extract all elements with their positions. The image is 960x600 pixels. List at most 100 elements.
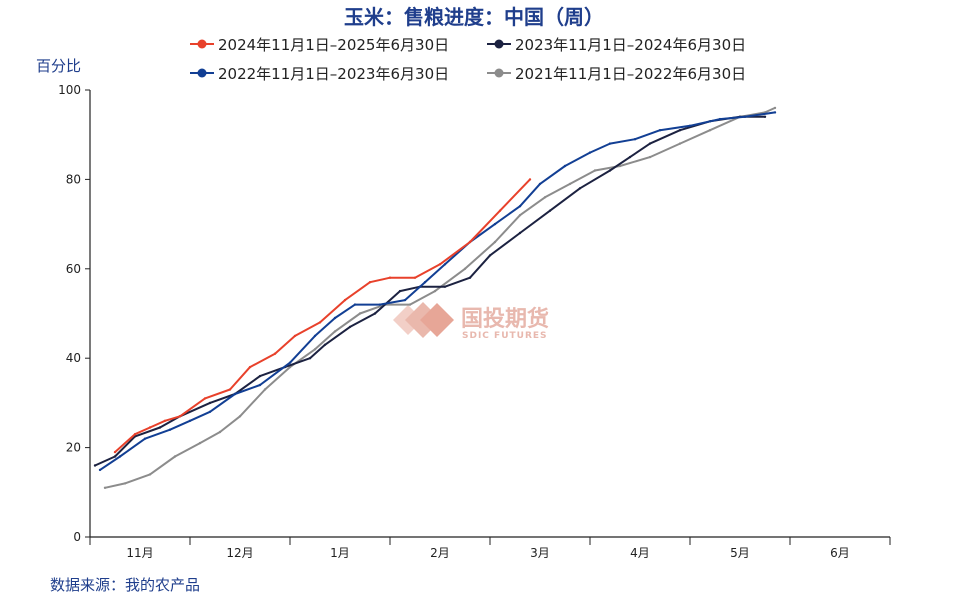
- series-0-point: [203, 397, 207, 400]
- series-1-point: [548, 209, 552, 212]
- y-tick-label: 40: [66, 351, 81, 365]
- series-line-1: [94, 115, 766, 467]
- legend-label-0: 2024年11月1日–2025年6月30日: [218, 36, 449, 54]
- series-1-point: [578, 187, 582, 190]
- series-3-point: [648, 155, 652, 159]
- series-3-point: [263, 388, 267, 391]
- series-3-point: [333, 330, 337, 333]
- series-1-point: [443, 285, 447, 288]
- series-0-point: [178, 415, 182, 418]
- series-2-point: [233, 392, 237, 396]
- series-0-point: [388, 276, 392, 279]
- series-0-point: [498, 209, 502, 212]
- series-2-point: [313, 334, 317, 338]
- series-0-point: [228, 388, 232, 391]
- series-1-point: [158, 426, 162, 429]
- legend: 2024年11月1日–2025年6月30日 2023年11月1日–2024年6月…: [190, 36, 746, 83]
- legend-marker-1: [494, 39, 504, 49]
- series-3-point: [408, 303, 412, 306]
- source-note: 数据来源：我的农产品: [50, 576, 200, 594]
- series-0-point: [343, 298, 347, 302]
- series-1-point: [113, 455, 117, 458]
- x-tick-label: 6月: [830, 546, 850, 560]
- legend-marker-0: [197, 39, 207, 49]
- legend-marker-2: [197, 68, 207, 78]
- series-0-point: [293, 334, 297, 338]
- series-1-point: [323, 343, 327, 346]
- series-0-point: [318, 321, 322, 324]
- series-3-point: [198, 441, 202, 445]
- series-2-point: [98, 468, 102, 472]
- series-0-point: [413, 276, 417, 279]
- series-1-point: [648, 142, 652, 145]
- series-1-point: [208, 401, 212, 405]
- series-2-point: [353, 303, 357, 306]
- series-3-point: [543, 196, 547, 199]
- series-2-point: [688, 124, 692, 128]
- series-0-point: [468, 240, 472, 244]
- series-1-point: [468, 276, 472, 279]
- y-axis-label: 百分比: [36, 57, 81, 75]
- series-3-point: [103, 486, 107, 489]
- series-2-point: [288, 361, 292, 364]
- watermark-logo-icon: [393, 302, 454, 338]
- series-2-point: [773, 111, 777, 114]
- series-2-point: [168, 428, 172, 431]
- series-2-point: [563, 164, 567, 168]
- series-2-point: [493, 222, 497, 226]
- series-2-point: [518, 205, 522, 208]
- series-3-point: [518, 214, 522, 217]
- series-0-point: [133, 433, 137, 436]
- series-1-point: [373, 312, 377, 315]
- watermark-sub: SDIC FUTURES: [462, 331, 548, 341]
- series-3-point: [123, 482, 127, 485]
- series-1-point: [308, 357, 312, 360]
- series-2-point: [588, 151, 592, 154]
- series-line-2: [99, 111, 776, 471]
- series-2-point: [403, 298, 407, 302]
- watermark-name: 国投期货: [461, 306, 549, 332]
- series-3-point: [708, 129, 712, 132]
- series-3-point: [433, 289, 437, 293]
- series-2-point: [208, 410, 212, 413]
- series-3-point: [493, 240, 497, 244]
- series-3-point: [568, 182, 572, 186]
- watermark: 国投期货 SDIC FUTURES: [393, 302, 549, 341]
- legend-marker-3: [494, 68, 504, 78]
- legend-item-3: 2021年11月1日–2022年6月30日: [487, 65, 746, 83]
- series-3-point: [313, 348, 317, 351]
- series-0-point: [248, 365, 252, 369]
- series-1-point: [398, 289, 402, 293]
- series-3-point: [148, 473, 152, 476]
- series-3-point: [218, 430, 222, 434]
- series-2-point: [718, 117, 722, 121]
- series-1-point: [608, 169, 612, 172]
- series-0-point: [163, 419, 167, 422]
- series-layer: [93, 106, 777, 489]
- series-0-point: [368, 281, 372, 284]
- series-1-point: [488, 254, 492, 257]
- series-0-point: [148, 426, 152, 429]
- series-2-point: [118, 455, 122, 458]
- legend-label-3: 2021年11月1日–2022年6月30日: [515, 65, 746, 83]
- series-3-point: [678, 142, 682, 145]
- series-2-point: [658, 129, 662, 132]
- series-2-point: [333, 316, 337, 320]
- y-tick-label: 60: [66, 262, 81, 276]
- chart-title: 玉米：售粮进度：中国（周）: [344, 5, 604, 29]
- series-1-point: [348, 325, 352, 329]
- axes: 0 20 40 60 80 100 11月 12月 1月 2月 3月 4月 5月 6月: [58, 83, 891, 560]
- series-1-point: [258, 374, 262, 378]
- y-tick-label: 20: [66, 441, 81, 455]
- series-1-point: [93, 464, 97, 467]
- x-tick-label: 4月: [630, 546, 650, 560]
- legend-label-1: 2023年11月1日–2024年6月30日: [515, 36, 746, 54]
- series-0-point: [438, 263, 442, 266]
- series-1-point: [763, 115, 767, 119]
- series-2-point: [443, 263, 447, 266]
- series-2-point: [258, 383, 262, 387]
- x-tick-label: 5月: [730, 546, 750, 560]
- series-2-point: [423, 281, 427, 284]
- series-1-point: [518, 231, 522, 235]
